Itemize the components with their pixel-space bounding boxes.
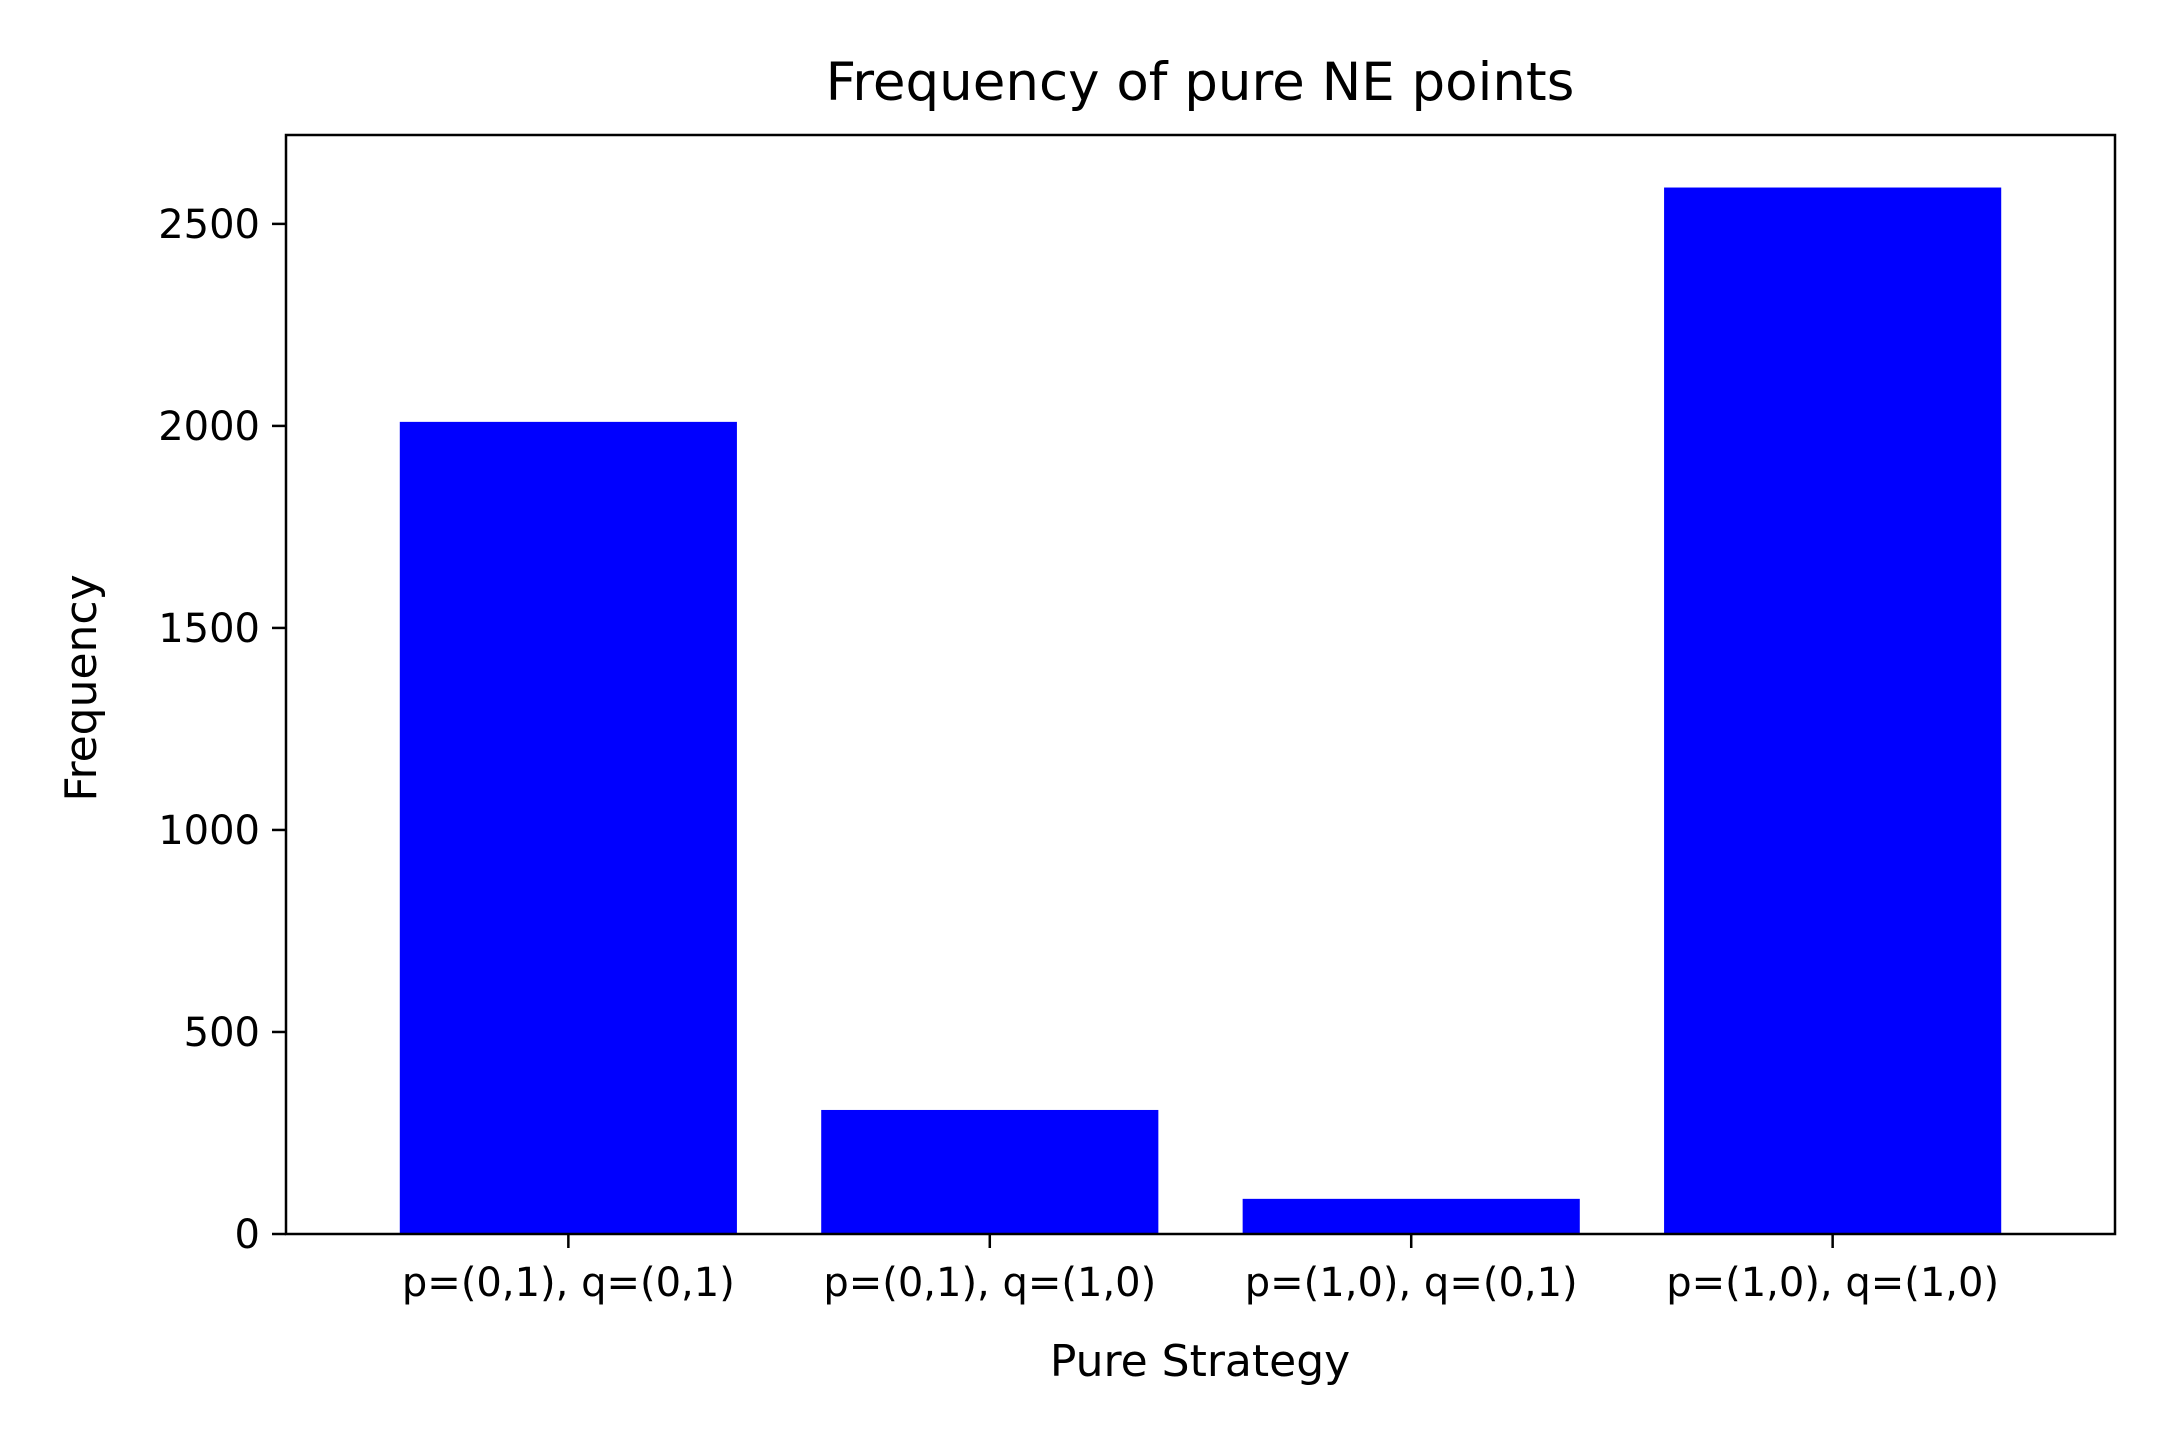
plot-frame	[284, 133, 2117, 1236]
y-tick-label-6: 2500	[158, 202, 260, 248]
x-tick-label-1: p=(0,1), q=(0,1)	[402, 1260, 735, 1306]
bar-2	[821, 1109, 1159, 1234]
bar-1	[399, 421, 737, 1234]
x-tick-label-2: p=(0,1), q=(1,0)	[823, 1260, 1156, 1306]
y-tick-label-2: 500	[184, 1010, 260, 1056]
y-tick-label-5: 2000	[158, 404, 260, 450]
chart-title: Frequency of pure NE points	[826, 52, 1575, 113]
y-tick-label-1: 0	[235, 1212, 260, 1258]
x-tick-label-4: p=(1,0), q=(1,0)	[1666, 1260, 1999, 1306]
x-tick-label-3: p=(1,0), q=(0,1)	[1245, 1260, 1578, 1306]
x-axis-ticks: p=(0,1), q=(0,1) p=(0,1), q=(1,0) p=(1,0),…	[402, 1234, 1999, 1306]
bar-3	[1242, 1198, 1580, 1234]
bar-4	[1664, 187, 2002, 1234]
y-axis-ticks: 0 500 1000 1500 2000 2500	[158, 202, 286, 1258]
y-tick-label-3: 1000	[158, 808, 260, 854]
y-tick-label-4: 1500	[158, 606, 260, 652]
y-axis-label: Frequency	[56, 574, 107, 801]
bars-group	[399, 187, 2002, 1234]
x-axis-label: Pure Strategy	[1050, 1336, 1350, 1387]
